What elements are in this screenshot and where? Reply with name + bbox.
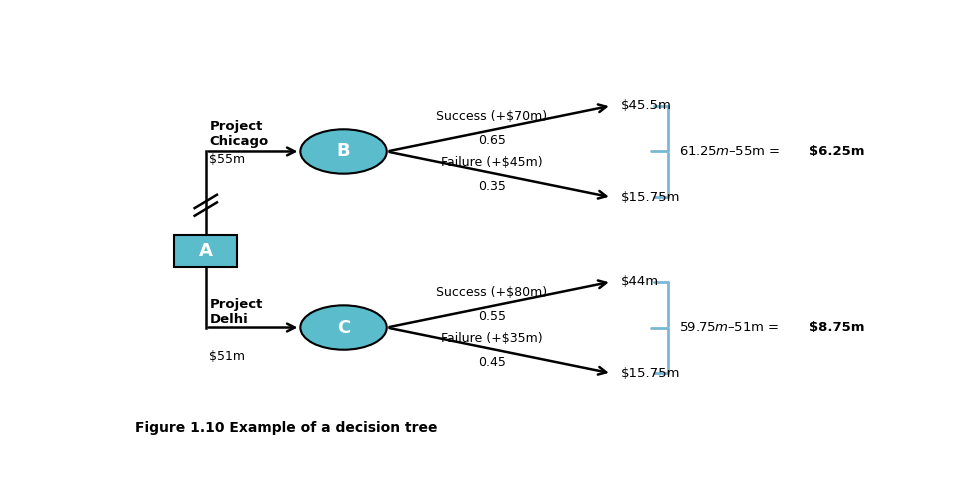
Text: Figure 1.10 Example of a decision tree: Figure 1.10 Example of a decision tree [135,420,437,435]
Text: 0.35: 0.35 [478,180,505,193]
Text: 0.55: 0.55 [478,310,505,324]
Text: B: B [336,143,351,161]
Text: A: A [199,242,212,260]
Text: Project
Chicago: Project Chicago [209,120,269,148]
FancyBboxPatch shape [175,235,237,267]
Text: $55m: $55m [209,154,246,166]
Text: $15.75m: $15.75m [621,367,680,380]
Text: $44m: $44m [621,275,658,288]
Text: $6.25m: $6.25m [809,145,865,158]
Text: $61.25m – $55m =: $61.25m – $55m = [678,145,781,158]
Text: $59.75m – $51m =: $59.75m – $51m = [678,321,780,334]
Text: 0.65: 0.65 [478,134,505,147]
Text: $45.5m: $45.5m [621,99,672,112]
Text: C: C [337,319,350,336]
Text: Project
Delhi: Project Delhi [209,298,263,326]
Text: Failure (+$45m): Failure (+$45m) [441,156,543,168]
Text: $51m: $51m [209,350,245,363]
Text: $8.75m: $8.75m [809,321,865,334]
Text: Success (+$80m): Success (+$80m) [436,286,548,299]
Circle shape [301,129,386,173]
Circle shape [301,305,386,350]
Text: 0.45: 0.45 [478,356,505,369]
Text: Success (+$70m): Success (+$70m) [436,110,548,123]
Text: Failure (+$35m): Failure (+$35m) [441,331,543,345]
Text: $15.75m: $15.75m [621,191,680,204]
